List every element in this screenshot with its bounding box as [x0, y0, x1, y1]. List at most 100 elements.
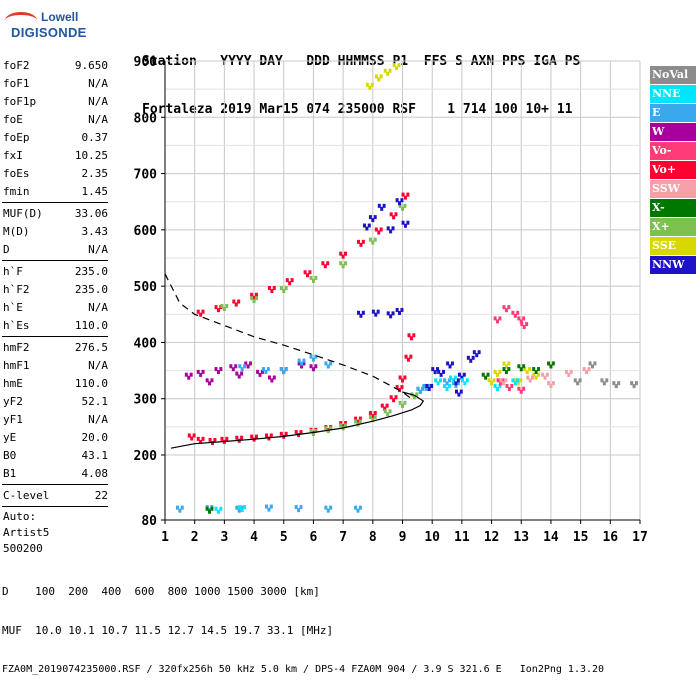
echo-point	[395, 198, 399, 203]
echo-point	[329, 361, 333, 366]
echo-point	[232, 299, 236, 304]
x-tick-label: 15	[573, 530, 589, 545]
param-row: fmin 1.45	[2, 183, 108, 201]
echo-point	[516, 378, 520, 383]
echo-point	[430, 383, 434, 388]
echo-point	[501, 378, 505, 383]
echo-point	[398, 201, 402, 206]
echo-point	[383, 409, 387, 414]
echo-point	[549, 384, 553, 389]
echo-point	[297, 358, 301, 363]
echo-point	[199, 439, 203, 444]
param-value: 43.1	[81, 449, 109, 462]
echo-point	[321, 261, 325, 266]
echo-point	[235, 505, 239, 510]
x-tick-label: 11	[454, 530, 470, 545]
echo-point	[576, 381, 580, 386]
param-value: 0.37	[81, 131, 109, 144]
echo-point	[250, 296, 254, 301]
param-row: foF1 N/A	[2, 75, 108, 93]
echo-point	[551, 361, 555, 366]
param-name: B1	[3, 467, 17, 480]
echo-point	[339, 261, 343, 266]
echo-point	[424, 386, 428, 391]
echo-point	[505, 383, 509, 388]
echo-point	[264, 370, 268, 375]
echo-point	[400, 307, 404, 312]
echo-point	[214, 305, 218, 310]
param-divider	[2, 202, 108, 203]
echo-point	[441, 369, 445, 374]
param-row: yF1 N/A	[2, 411, 108, 429]
legend-item: W	[650, 123, 696, 141]
echo-point	[439, 372, 443, 377]
echo-point	[469, 358, 473, 363]
param-name: hmF2	[3, 341, 30, 354]
param-row: fxI 10.25	[2, 147, 108, 165]
y-tick-label: 400	[134, 336, 158, 351]
echo-point	[433, 370, 437, 375]
echo-point	[285, 278, 289, 283]
echo-point	[403, 375, 407, 380]
echo-point	[519, 378, 523, 383]
param-row: foF1p N/A	[2, 93, 108, 111]
echo-point	[229, 364, 233, 369]
echo-point	[449, 375, 453, 380]
echo-point	[361, 239, 365, 244]
echo-point	[311, 357, 315, 362]
echo-point	[612, 381, 616, 386]
param-value: N/A	[88, 113, 108, 126]
echo-point	[412, 395, 416, 400]
echo-point	[593, 361, 597, 366]
echo-point	[395, 66, 399, 71]
echo-point	[493, 316, 497, 321]
echo-point	[547, 361, 551, 366]
x-tick-label: 4	[250, 530, 258, 545]
echo-point	[389, 212, 393, 217]
echo-point	[407, 333, 411, 338]
echo-point	[404, 354, 408, 359]
echo-point	[357, 310, 361, 315]
param-value: 52.1	[81, 395, 109, 408]
param-name: fmin	[3, 185, 30, 198]
logo-swoosh-icon	[5, 12, 37, 29]
echo-point	[522, 386, 526, 391]
param-name: foF2	[3, 59, 30, 72]
echo-point	[457, 372, 461, 377]
echo-point	[522, 325, 526, 330]
echo-point	[443, 378, 447, 383]
param-name: D	[3, 243, 10, 256]
echo-point	[244, 361, 248, 366]
echo-point	[617, 381, 621, 386]
echo-point	[418, 389, 422, 394]
echo-point	[392, 215, 396, 220]
echo-point	[448, 364, 452, 369]
echo-point	[454, 381, 458, 386]
echo-point	[341, 254, 345, 259]
echo-point	[210, 378, 214, 383]
echo-point	[490, 381, 494, 386]
echo-point	[267, 436, 271, 441]
param-value: 2.35	[81, 167, 109, 180]
param-divider	[2, 336, 108, 337]
echo-point	[507, 386, 511, 391]
echo-point	[329, 426, 333, 431]
echo-point	[358, 419, 362, 424]
echo-point	[308, 270, 312, 275]
echo-point	[220, 304, 224, 309]
param-row: D N/A	[2, 241, 108, 259]
echo-point	[237, 374, 241, 379]
echo-point	[326, 364, 330, 369]
echo-point	[401, 206, 404, 211]
echo-point	[389, 229, 393, 234]
echo-point	[526, 375, 530, 380]
param-value: 110.0	[74, 319, 108, 332]
echo-point	[377, 203, 381, 208]
echo-point	[309, 428, 313, 433]
echo-point	[383, 406, 387, 411]
echo-point	[454, 384, 458, 389]
param-value: N/A	[88, 301, 108, 314]
echo-point	[311, 367, 315, 372]
echo-point	[314, 364, 318, 369]
echo-point	[587, 367, 591, 372]
